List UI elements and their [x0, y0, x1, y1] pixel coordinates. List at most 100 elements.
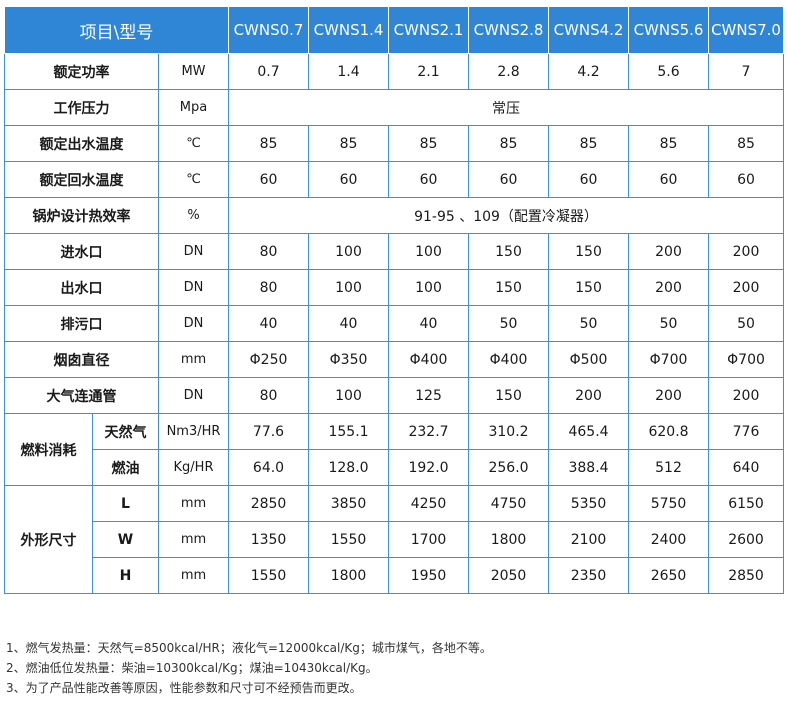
header-row: 项目\型号 CWNS0.7 CWNS1.4 CWNS2.1 CWNS2.8 CW…: [3, 6, 785, 54]
table-cell: 256.0: [468, 449, 550, 486]
table-cell: 85: [708, 125, 785, 162]
table-row: 工作压力 Mpa 常压: [4, 89, 785, 126]
table-cell: 2350: [548, 557, 630, 594]
table-cell: 100: [388, 233, 470, 270]
table-cell: 2850: [228, 485, 310, 522]
table-cell: 150: [548, 233, 630, 270]
table-cell: 1350: [228, 521, 310, 558]
table-cell: 2100: [548, 521, 630, 558]
row-label: 进水口: [4, 233, 159, 270]
table-row: 额定功率 MW 0.7 1.4 2.1 2.8 4.2 5.6 7: [4, 53, 785, 90]
footnote: 3、为了产品性能改善等原因，性能参数和尺寸可不经预告而更改。: [6, 681, 362, 695]
row-unit: MW: [157, 53, 230, 90]
table-cell: 465.4: [548, 413, 630, 450]
model-header: CWNS5.6: [628, 6, 710, 54]
table-cell: 60: [228, 161, 310, 198]
row-label: 大气连通管: [4, 377, 159, 414]
table-cell: 2850: [708, 557, 785, 594]
table-cell: 5.6: [628, 53, 710, 90]
row-unit: DN: [157, 377, 230, 414]
table-cell: 40: [388, 305, 470, 342]
table-cell: 85: [548, 125, 630, 162]
table-cell: 192.0: [388, 449, 470, 486]
footnote: 2、燃油低位发热量：柴油=10300kcal/Kg；煤油=10430kcal/K…: [6, 661, 378, 675]
table-cell: 150: [548, 269, 630, 306]
header-item: 项目\型号: [3, 6, 230, 54]
table-row: 额定回水温度 ℃ 60 60 60 60 60 60 60: [4, 161, 785, 198]
table-cell: 60: [548, 161, 630, 198]
table-cell: 200: [708, 233, 785, 270]
table-cell: 200: [708, 269, 785, 306]
row-unit: ℃: [157, 161, 230, 198]
table-cell: 85: [468, 125, 550, 162]
table-cell: 50: [468, 305, 550, 342]
row-unit: mm: [157, 557, 230, 594]
row-label: 烟囱直径: [4, 341, 159, 378]
table-cell: 80: [228, 233, 310, 270]
table-row: 出水口 DN 80 100 100 150 150 200 200: [4, 269, 785, 306]
table-cell: Φ700: [708, 341, 785, 378]
table-cell: 150: [468, 377, 550, 414]
table-cell: 4750: [468, 485, 550, 522]
table-cell: 200: [548, 377, 630, 414]
table-cell: 232.7: [388, 413, 470, 450]
table-cell: 2650: [628, 557, 710, 594]
table-cell: 85: [628, 125, 710, 162]
table-cell: 3850: [308, 485, 390, 522]
table-cell: 40: [308, 305, 390, 342]
row-group-label: 燃料消耗: [4, 413, 93, 486]
table-cell: 60: [708, 161, 785, 198]
table-cell: 640: [708, 449, 785, 486]
table-cell: 60: [468, 161, 550, 198]
table-cell: 100: [388, 269, 470, 306]
table-cell: 5750: [628, 485, 710, 522]
table-row: 外形尺寸 L mm 2850 3850 4250 4750 5350 5750 …: [4, 485, 785, 594]
table-cell: 2.1: [388, 53, 470, 90]
model-header: CWNS2.1: [388, 6, 470, 54]
table-cell: 40: [228, 305, 310, 342]
table-cell: 388.4: [548, 449, 630, 486]
row-label: 出水口: [4, 269, 159, 306]
table-cell: 1550: [308, 521, 390, 558]
row-sublabel: W: [92, 521, 159, 558]
table-cell: 100: [308, 233, 390, 270]
row-unit: mm: [157, 485, 230, 522]
table-cell: 1950: [388, 557, 470, 594]
table-row: 燃料消耗 天然气 Nm3/HR 77.6 155.1 232.7 310.2 4…: [4, 413, 785, 486]
model-header: CWNS1.4: [308, 6, 390, 54]
footnote: 1、燃气发热量：天然气=8500kcal/HR；液化气=12000kcal/Kg…: [6, 641, 492, 655]
row-unit: Nm3/HR: [157, 413, 230, 450]
table-cell: 60: [628, 161, 710, 198]
table-cell: 620.8: [628, 413, 710, 450]
row-unit: mm: [157, 341, 230, 378]
table-row: 大气连通管 DN 80 100 125 150 200 200 200: [4, 377, 785, 414]
table-cell: 200: [628, 233, 710, 270]
table-row: 燃油 Kg/HR 64.0 128.0 192.0 256.0 388.4 51…: [5, 449, 785, 486]
table-cell: 128.0: [308, 449, 390, 486]
table-cell: Φ700: [628, 341, 710, 378]
table-cell: 85: [228, 125, 310, 162]
table-cell: 1800: [468, 521, 550, 558]
row-group-label: 外形尺寸: [4, 485, 93, 594]
table-cell: 50: [548, 305, 630, 342]
table-cell: 512: [628, 449, 710, 486]
row-label: 额定出水温度: [4, 125, 159, 162]
table-cell: 150: [468, 269, 550, 306]
row-unit: DN: [157, 269, 230, 306]
table-cell: 4.2: [548, 53, 630, 90]
row-sublabel: 燃油: [92, 449, 159, 486]
row-label: 锅炉设计热效率: [4, 197, 159, 234]
row-label: 额定回水温度: [4, 161, 159, 198]
table-cell: 1700: [388, 521, 470, 558]
row-label: 额定功率: [4, 53, 159, 90]
table-cell: 310.2: [468, 413, 550, 450]
table-cell: 85: [388, 125, 470, 162]
row-unit: ℃: [157, 125, 230, 162]
table-cell: 4250: [388, 485, 470, 522]
model-header: CWNS4.2: [548, 6, 630, 54]
table-row: 锅炉设计热效率 % 91-95 、109（配置冷凝器）: [4, 197, 785, 234]
table-cell: 200: [708, 377, 785, 414]
row-unit: Kg/HR: [157, 449, 230, 486]
model-header: CWNS7.0: [708, 6, 785, 54]
table-cell: 1550: [228, 557, 310, 594]
